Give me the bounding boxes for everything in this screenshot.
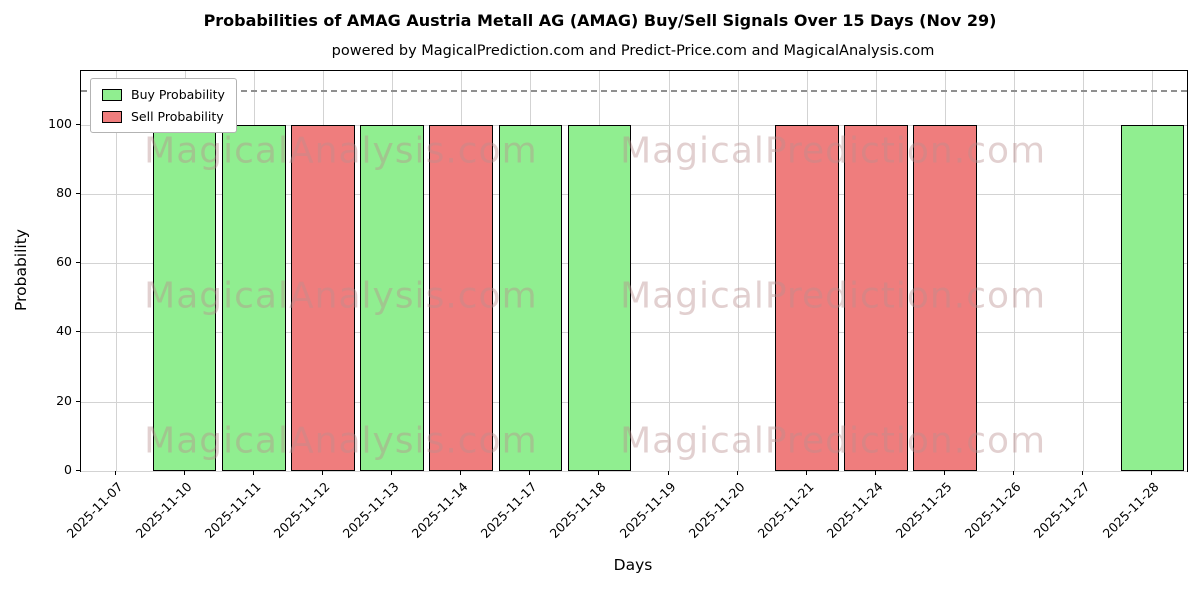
x-tick-label: 2025-11-20: [685, 479, 748, 541]
x-tick-label: 2025-11-12: [270, 479, 333, 541]
legend-item-buy: Buy Probability: [102, 87, 225, 102]
y-tick-label: 60: [56, 254, 72, 270]
watermark-text: MagicalAnalysis.com: [144, 130, 538, 172]
x-tick-label: 2025-11-11: [201, 479, 264, 541]
x-tick-mark: [736, 471, 738, 475]
gridline-horizontal: [81, 124, 1187, 126]
x-tick-label: 2025-11-26: [961, 479, 1024, 541]
y-tick-mark: [76, 123, 80, 125]
y-tick-mark: [76, 262, 80, 264]
gridline-horizontal: [81, 332, 1187, 334]
x-tick-mark: [529, 471, 531, 475]
x-tick-label: 2025-11-28: [1100, 479, 1163, 541]
buy-bar: [498, 124, 563, 471]
x-axis-label: Days: [613, 556, 653, 574]
plot-area: Buy Probability Sell Probability Magical…: [80, 70, 1188, 472]
watermark-text: MagicalPrediction.com: [620, 130, 1047, 172]
sell-bar: [291, 124, 355, 471]
buy-bar: [1120, 124, 1185, 471]
x-tick-label: 2025-11-18: [547, 479, 610, 541]
gridline-horizontal: [81, 193, 1187, 195]
chart-subtitle: powered by MagicalPrediction.com and Pre…: [331, 43, 935, 59]
x-tick-mark: [460, 471, 462, 475]
x-tick-mark: [1013, 471, 1015, 475]
buy-probability-swatch: [102, 88, 122, 101]
gridline-horizontal: [81, 263, 1187, 265]
y-tick-mark: [76, 331, 80, 333]
dashed-reference-line: [81, 90, 1187, 93]
buy-bar: [360, 124, 424, 471]
sell-bar: [775, 124, 839, 471]
x-tick-label: 2025-11-19: [616, 479, 679, 541]
buy-bar: [152, 124, 217, 471]
x-tick-label: 2025-11-07: [63, 479, 126, 541]
y-axis-label: Probability: [12, 229, 30, 311]
sell-bar: [913, 124, 977, 471]
x-tick-mark: [667, 471, 669, 475]
x-tick-label: 2025-11-27: [1030, 479, 1093, 541]
x-tick-mark: [944, 471, 946, 475]
x-tick-label: 2025-11-24: [823, 479, 886, 541]
legend-label-sell: Sell Probability: [131, 109, 224, 124]
watermark-text: MagicalAnalysis.com: [144, 420, 538, 462]
x-tick-mark: [1082, 471, 1084, 475]
y-tick-mark: [76, 470, 80, 471]
y-tick-mark: [76, 400, 80, 402]
legend: Buy Probability Sell Probability: [90, 78, 237, 133]
y-tick-mark: [76, 192, 80, 194]
watermark-text: MagicalPrediction.com: [620, 275, 1047, 317]
gridline-vertical: [1014, 71, 1016, 471]
x-tick-label: 2025-11-25: [892, 479, 955, 541]
x-tick-mark: [252, 471, 254, 475]
gridline-vertical: [668, 71, 670, 471]
watermark-text: MagicalAnalysis.com: [144, 275, 538, 317]
x-tick-mark: [874, 471, 876, 475]
x-tick-label: 2025-11-10: [132, 479, 195, 541]
gridline-vertical: [1083, 71, 1085, 471]
y-tick-label: 40: [56, 323, 72, 339]
y-tick-label: 100: [48, 115, 72, 131]
y-tick-label: 0: [64, 462, 72, 477]
x-tick-mark: [183, 471, 185, 475]
chart-title: Probabilities of AMAG Austria Metall AG …: [203, 11, 997, 30]
x-tick-mark: [391, 471, 393, 475]
x-tick-mark: [805, 471, 807, 475]
buy-bar: [567, 124, 632, 471]
gridline-vertical: [115, 71, 117, 471]
watermark-text: MagicalPrediction.com: [620, 420, 1047, 462]
x-tick-mark: [1151, 471, 1153, 475]
x-tick-mark: [598, 471, 600, 475]
y-tick-label: 80: [56, 184, 72, 200]
sell-probability-swatch: [102, 110, 122, 123]
sell-bar: [844, 124, 908, 471]
x-tick-label: 2025-11-13: [339, 479, 402, 541]
x-tick-label: 2025-11-17: [477, 479, 540, 541]
legend-label-buy: Buy Probability: [131, 87, 225, 102]
x-tick-label: 2025-11-21: [754, 479, 817, 541]
x-tick-mark: [114, 471, 116, 475]
buy-bar: [222, 124, 286, 471]
gridline-horizontal: [81, 401, 1187, 403]
x-tick-label: 2025-11-14: [408, 479, 471, 541]
sell-bar: [429, 124, 493, 471]
gridline-vertical: [737, 71, 739, 471]
x-tick-mark: [321, 471, 323, 475]
legend-item-sell: Sell Probability: [102, 109, 225, 124]
gridline-horizontal: [81, 471, 1187, 472]
y-tick-label: 20: [56, 392, 72, 408]
